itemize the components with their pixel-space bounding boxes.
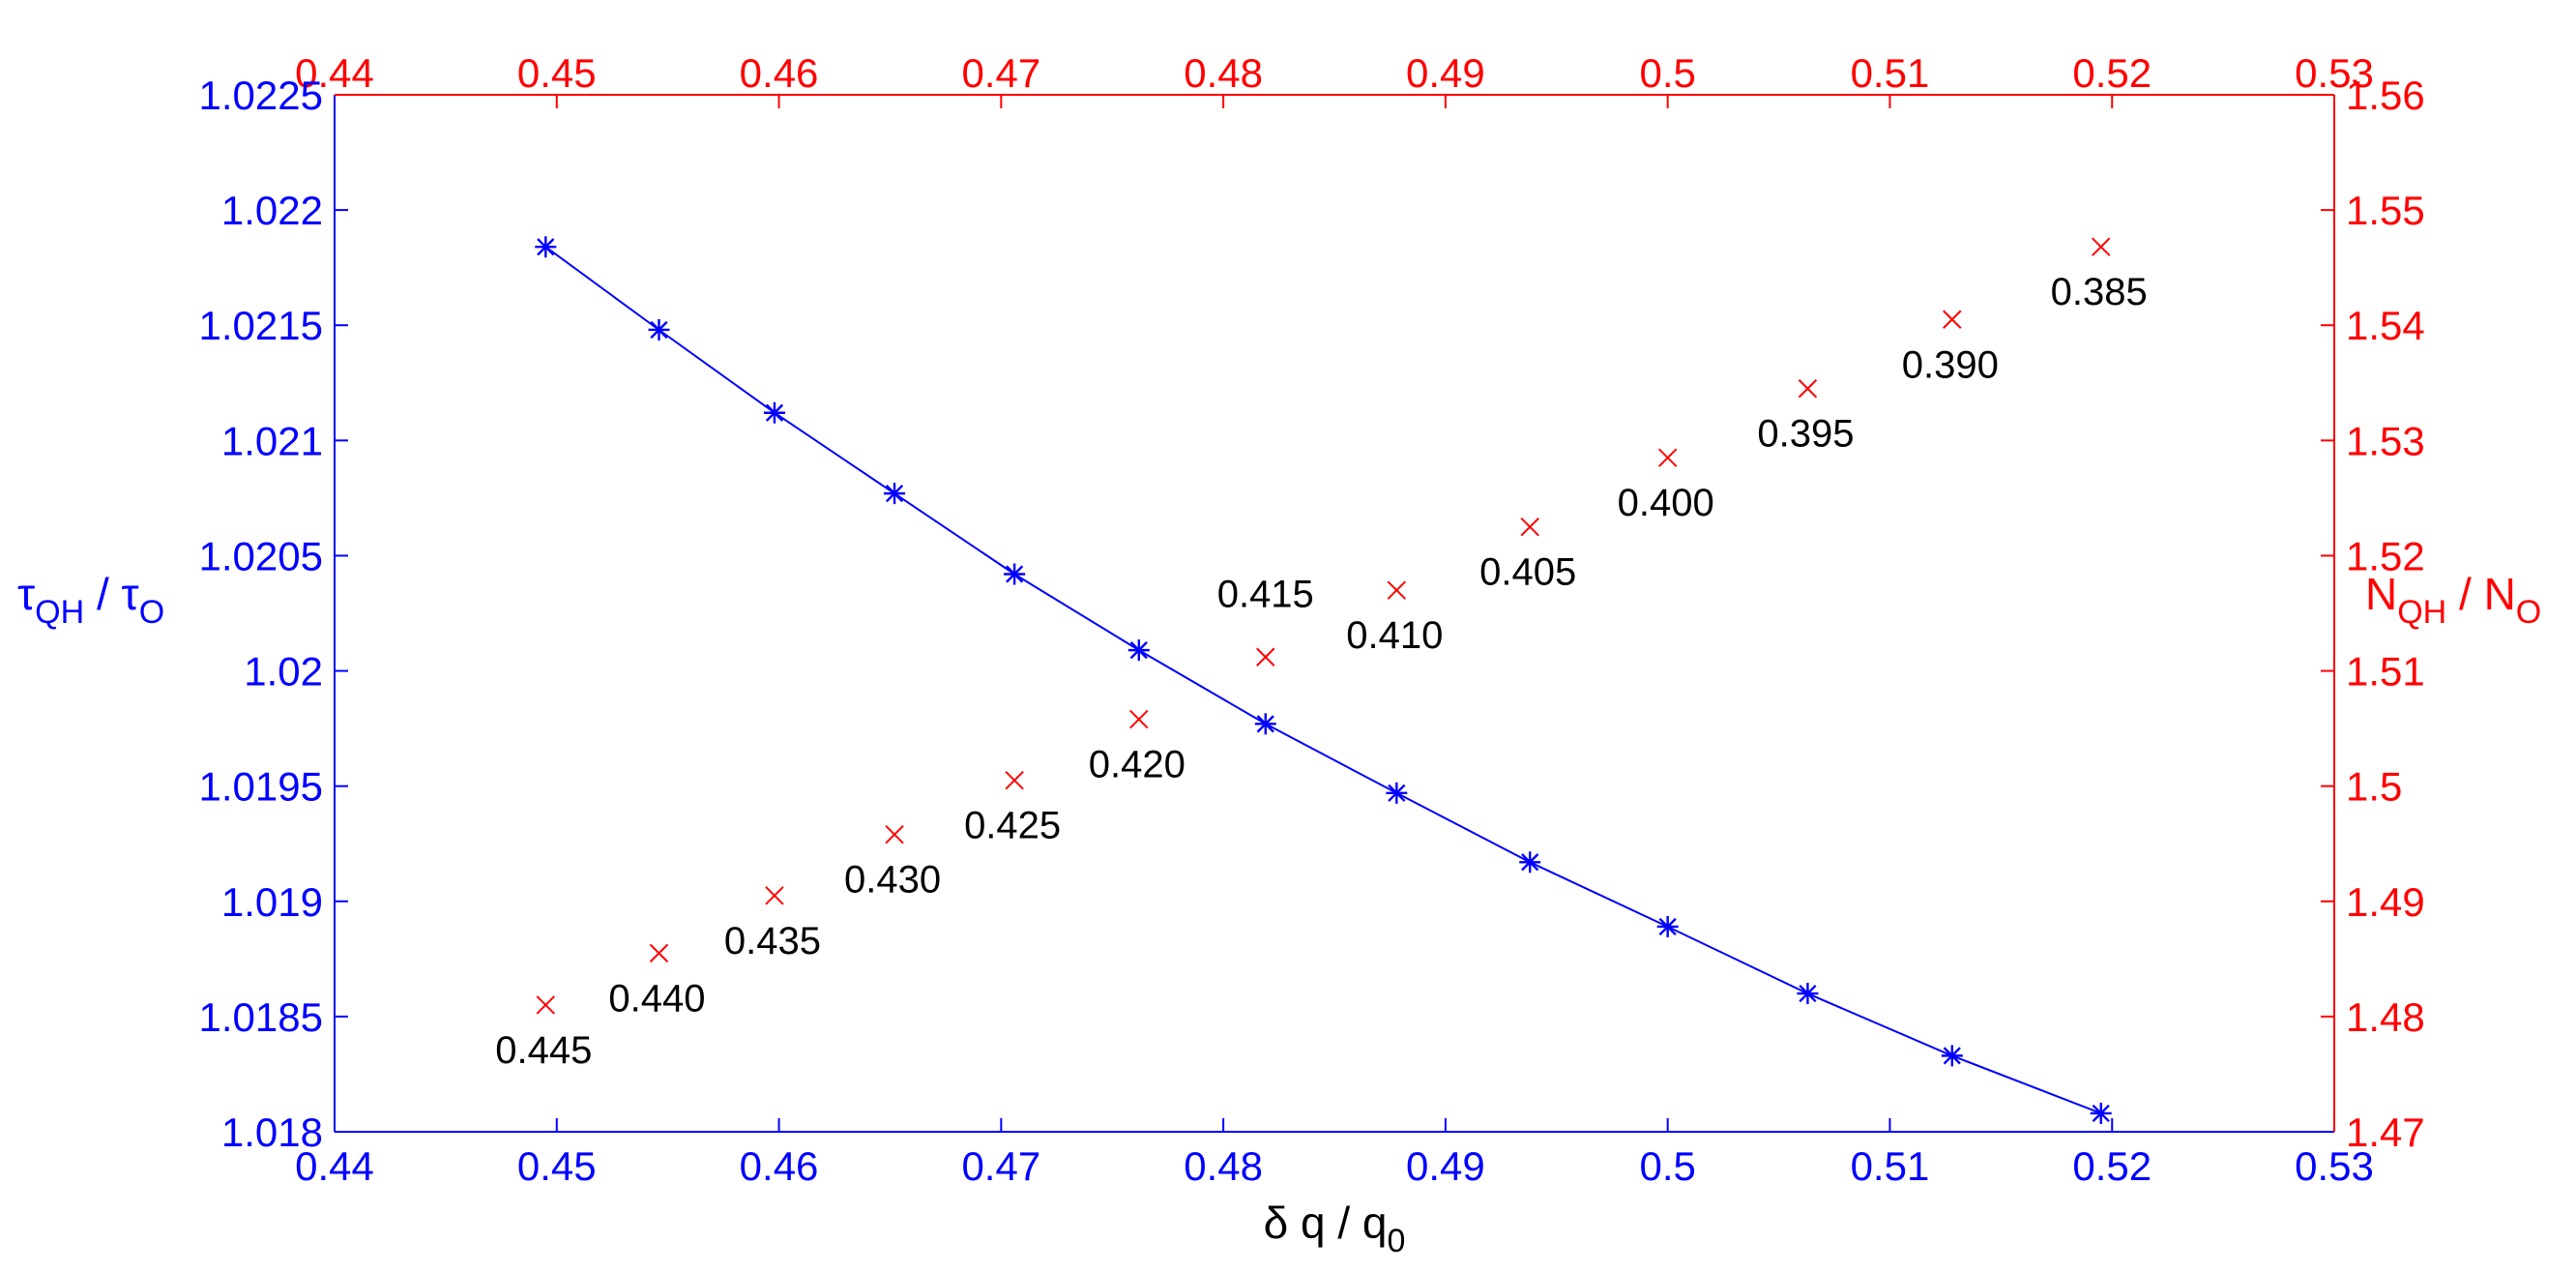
point-annotation: 0.385 bbox=[2051, 271, 2148, 313]
y-right-axis-label: NQH / NO bbox=[2365, 569, 2541, 631]
tau-ratio-point bbox=[1004, 563, 1026, 585]
tau-ratio-point bbox=[1941, 1045, 1963, 1067]
tau-ratio-point bbox=[1797, 983, 1819, 1005]
n-ratio-point bbox=[765, 886, 784, 905]
bottom-tick-label: 0.48 bbox=[1184, 1143, 1263, 1189]
left-tick-label: 1.0215 bbox=[199, 303, 323, 348]
left-tick-label: 1.022 bbox=[221, 188, 323, 233]
plot-frame bbox=[335, 95, 2334, 1132]
bottom-tick-label: 0.51 bbox=[1851, 1143, 1930, 1189]
n-ratio-point bbox=[1129, 709, 1149, 729]
point-annotation: 0.440 bbox=[608, 977, 705, 1020]
n-ratio-point bbox=[1520, 517, 1539, 537]
top-tick-label: 0.52 bbox=[2072, 50, 2152, 96]
point-annotation: 0.410 bbox=[1346, 614, 1443, 657]
top-tick-label: 0.45 bbox=[517, 50, 597, 96]
point-annotation: 0.390 bbox=[1902, 343, 1999, 386]
annotation-layer: 0.445 0.440 0.435 0.430 0.425 0.420 0.415 0.410… bbox=[495, 271, 2148, 1072]
top-tick-label: 0.48 bbox=[1184, 50, 1263, 96]
bottom-tick-label: 0.52 bbox=[2072, 1143, 2152, 1189]
tau-ratio-point bbox=[763, 401, 785, 424]
left-tick-label: 1.021 bbox=[221, 418, 323, 463]
left-tick-label: 1.0195 bbox=[199, 764, 323, 810]
n-ratio-point bbox=[1943, 310, 1962, 329]
tau-ratio-point bbox=[2090, 1102, 2112, 1124]
n-ratio-point bbox=[2092, 237, 2111, 256]
point-annotation: 0.435 bbox=[724, 920, 821, 962]
left-tick-label: 1.019 bbox=[221, 879, 323, 925]
right-tick-label: 1.49 bbox=[2346, 879, 2425, 925]
tau-ratio-point bbox=[535, 236, 557, 258]
point-annotation: 0.445 bbox=[495, 1029, 592, 1072]
top-tick-label: 0.44 bbox=[295, 50, 374, 96]
tau-ratio-point bbox=[1519, 851, 1541, 873]
right-tick-label: 1.54 bbox=[2346, 303, 2425, 348]
n-ratio-point bbox=[536, 995, 555, 1015]
left-tick-label: 1.0225 bbox=[199, 73, 323, 118]
top-tick-label: 0.53 bbox=[2295, 50, 2374, 96]
top-tick-label: 0.47 bbox=[961, 50, 1040, 96]
bottom-tick-label: 0.49 bbox=[1406, 1143, 1485, 1189]
right-tick-label: 1.53 bbox=[2346, 418, 2425, 463]
tau-ratio-point bbox=[1386, 782, 1408, 804]
left-tick-label: 1.02 bbox=[244, 649, 323, 695]
point-annotation: 0.420 bbox=[1089, 744, 1186, 786]
tau-ratio-point bbox=[1656, 915, 1679, 937]
n-ratio-point bbox=[1005, 771, 1024, 790]
right-tick-label: 1.55 bbox=[2346, 188, 2425, 233]
right-tick-label: 1.47 bbox=[2346, 1110, 2425, 1155]
top-tick-label: 0.46 bbox=[740, 50, 819, 96]
n-ratio-point bbox=[649, 943, 669, 963]
point-annotation: 0.425 bbox=[964, 805, 1061, 847]
point-annotation: 0.415 bbox=[1217, 573, 1314, 615]
top-tick-label: 0.51 bbox=[1851, 50, 1930, 96]
right-tick-label: 1.52 bbox=[2346, 533, 2425, 578]
n-ratio-point bbox=[885, 824, 904, 844]
right-tick-label: 1.56 bbox=[2346, 73, 2425, 118]
right-tick-label: 1.51 bbox=[2346, 649, 2425, 695]
tau-ratio-point bbox=[884, 483, 906, 505]
n-ratio-point bbox=[1798, 379, 1818, 399]
n-ratio-point bbox=[1657, 448, 1678, 467]
left-tick-label: 1.018 bbox=[221, 1110, 323, 1155]
left-tick-label: 1.0205 bbox=[199, 533, 323, 578]
series-layer bbox=[535, 236, 2112, 1124]
y-left-axis-label: τQH / τO bbox=[17, 569, 164, 631]
left-tick-label: 1.0185 bbox=[199, 994, 323, 1040]
ticks-layer: 0.44 0.45 0.46 0.47 0.48 0.49 0.5 0.51 0.52 0.53 0… bbox=[199, 50, 2425, 1189]
bottom-tick-label: 0.47 bbox=[961, 1143, 1040, 1189]
tau-ratio-point bbox=[648, 318, 670, 340]
bottom-tick-label: 0.45 bbox=[517, 1143, 597, 1189]
bottom-tick-label: 0.5 bbox=[1639, 1143, 1695, 1189]
tau-ratio-point bbox=[1254, 713, 1276, 735]
n-ratio-point bbox=[1256, 647, 1275, 666]
right-tick-label: 1.48 bbox=[2346, 994, 2425, 1040]
bottom-tick-label: 0.46 bbox=[740, 1143, 819, 1189]
top-tick-label: 0.49 bbox=[1406, 50, 1485, 96]
n-ratio-point bbox=[1387, 580, 1407, 600]
point-annotation: 0.430 bbox=[844, 859, 941, 902]
point-annotation: 0.400 bbox=[1618, 482, 1714, 524]
x-axis-label: δ q / q0 bbox=[1264, 1198, 1406, 1259]
point-annotation: 0.395 bbox=[1757, 413, 1854, 456]
bottom-tick-label: 0.44 bbox=[295, 1143, 374, 1189]
bottom-tick-label: 0.53 bbox=[2295, 1143, 2374, 1189]
right-tick-label: 1.5 bbox=[2346, 764, 2402, 810]
top-tick-label: 0.5 bbox=[1639, 50, 1695, 96]
point-annotation: 0.405 bbox=[1479, 551, 1576, 594]
tau-ratio-point bbox=[1127, 639, 1150, 662]
